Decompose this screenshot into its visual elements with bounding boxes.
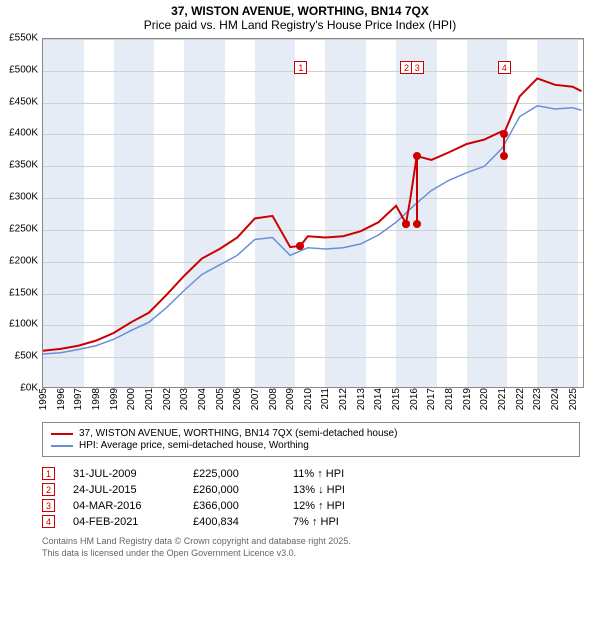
sale-date: 04-MAR-2016 [73, 500, 193, 512]
x-tick: 2012 [338, 388, 349, 410]
x-tick: 2005 [215, 388, 226, 410]
chart-title: 37, WISTON AVENUE, WORTHING, BN14 7QX Pr… [0, 0, 600, 32]
x-tick: 2019 [462, 388, 473, 410]
y-tick: £100K [9, 319, 38, 330]
line-layer [43, 39, 584, 388]
sale-marker-icon: 2 [42, 483, 55, 496]
chart: 1234 £0K£50K£100K£150K£200K£250K£300K£35… [42, 38, 584, 388]
sale-date: 24-JUL-2015 [73, 484, 193, 496]
x-tick: 1996 [56, 388, 67, 410]
sale-marker-3: 3 [411, 61, 424, 74]
y-tick: £50K [15, 351, 38, 362]
sale-marker-4: 4 [498, 61, 511, 74]
sale-row: 2 24-JUL-2015£260,00013% ↓ HPI [42, 483, 580, 496]
footer-line1: Contains HM Land Registry data © Crown c… [42, 536, 580, 548]
sales-table: 1 31-JUL-2009£225,00011% ↑ HPI 2 24-JUL-201… [42, 467, 580, 528]
x-tick: 2023 [532, 388, 543, 410]
plot-area: 1234 [42, 38, 584, 388]
x-tick: 2006 [232, 388, 243, 410]
x-tick: 1999 [109, 388, 120, 410]
y-tick: £0K [20, 383, 38, 394]
x-tick: 2018 [444, 388, 455, 410]
x-tick: 2016 [409, 388, 420, 410]
legend-item: HPI: Average price, semi-detached house,… [51, 440, 571, 451]
x-tick: 2022 [515, 388, 526, 410]
footer-line2: This data is licensed under the Open Gov… [42, 548, 580, 560]
x-tick: 2010 [303, 388, 314, 410]
x-tick: 1998 [91, 388, 102, 410]
footer: Contains HM Land Registry data © Crown c… [42, 536, 580, 559]
x-tick: 2013 [356, 388, 367, 410]
title-line1: 37, WISTON AVENUE, WORTHING, BN14 7QX [0, 4, 600, 18]
y-tick: £150K [9, 287, 38, 298]
sale-marker-icon: 4 [42, 515, 55, 528]
y-tick: £450K [9, 96, 38, 107]
x-tick: 2008 [268, 388, 279, 410]
sale-price: £400,834 [193, 516, 293, 528]
legend-item: 37, WISTON AVENUE, WORTHING, BN14 7QX (s… [51, 428, 571, 439]
x-tick: 2014 [373, 388, 384, 410]
x-tick: 2021 [497, 388, 508, 410]
x-tick: 2017 [426, 388, 437, 410]
sale-hpi: 12% ↑ HPI [293, 500, 413, 512]
y-tick: £300K [9, 192, 38, 203]
sale-row: 3 04-MAR-2016£366,00012% ↑ HPI [42, 499, 580, 512]
sale-marker-1: 1 [294, 61, 307, 74]
series-hpi [43, 106, 581, 354]
x-tick: 1995 [38, 388, 49, 410]
sale-marker-icon: 1 [42, 467, 55, 480]
x-tick: 2007 [250, 388, 261, 410]
x-tick: 2020 [479, 388, 490, 410]
sale-price: £260,000 [193, 484, 293, 496]
sale-marker-icon: 3 [42, 499, 55, 512]
sale-date: 04-FEB-2021 [73, 516, 193, 528]
y-tick: £500K [9, 64, 38, 75]
legend-label: 37, WISTON AVENUE, WORTHING, BN14 7QX (s… [79, 428, 397, 439]
series-price_paid [43, 78, 581, 350]
y-tick: £250K [9, 223, 38, 234]
x-tick: 2003 [179, 388, 190, 410]
x-tick: 2000 [126, 388, 137, 410]
y-tick: £550K [9, 33, 38, 44]
sale-price: £225,000 [193, 468, 293, 480]
sale-date: 31-JUL-2009 [73, 468, 193, 480]
sale-row: 4 04-FEB-2021£400,8347% ↑ HPI [42, 515, 580, 528]
sale-price: £366,000 [193, 500, 293, 512]
legend: 37, WISTON AVENUE, WORTHING, BN14 7QX (s… [42, 422, 580, 457]
legend-swatch [51, 445, 73, 447]
x-tick: 1997 [73, 388, 84, 410]
sale-hpi: 7% ↑ HPI [293, 516, 413, 528]
sale-hpi: 13% ↓ HPI [293, 484, 413, 496]
sale-hpi: 11% ↑ HPI [293, 468, 413, 480]
x-tick: 2024 [550, 388, 561, 410]
title-line2: Price paid vs. HM Land Registry's House … [0, 18, 600, 32]
x-tick: 2002 [162, 388, 173, 410]
x-tick: 2009 [285, 388, 296, 410]
legend-swatch [51, 433, 73, 435]
x-tick: 2025 [568, 388, 579, 410]
x-tick: 2015 [391, 388, 402, 410]
y-tick: £350K [9, 160, 38, 171]
y-tick: £200K [9, 255, 38, 266]
legend-label: HPI: Average price, semi-detached house,… [79, 440, 309, 451]
y-tick: £400K [9, 128, 38, 139]
x-tick: 2011 [320, 388, 331, 410]
x-tick: 2004 [197, 388, 208, 410]
x-tick: 2001 [144, 388, 155, 410]
sale-row: 1 31-JUL-2009£225,00011% ↑ HPI [42, 467, 580, 480]
